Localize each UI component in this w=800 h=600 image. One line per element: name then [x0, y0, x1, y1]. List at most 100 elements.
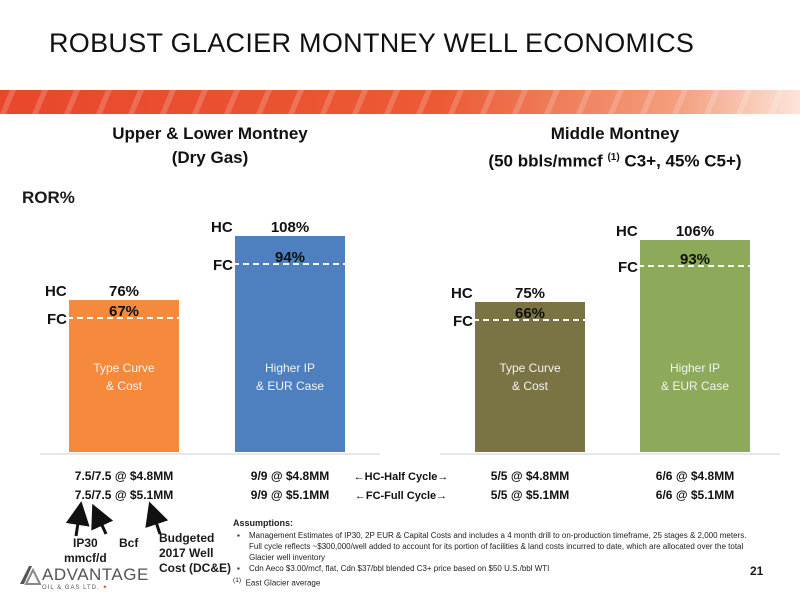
ip30-label-line1: IP30 — [73, 536, 98, 550]
company-logo: ADVANTAGE OIL & GAS LTD. ✦ — [18, 564, 149, 591]
logo-subtitle-text: OIL & GAS LTD. — [42, 585, 100, 591]
half-cycle-row-label: ←HC-Half Cycle→ — [354, 471, 449, 483]
middle-montney-column-title: Middle Montney (50 bbls/mmcf (1) C3+, 45… — [465, 122, 765, 174]
banner-stripe — [608, 90, 624, 114]
logo-wordmark: ADVANTAGE — [42, 565, 149, 584]
full-cycle-cost: 9/9 @ $5.1MM — [251, 488, 329, 502]
bar — [235, 236, 345, 452]
budget-label-line1: Budgeted — [159, 531, 215, 545]
middle-montney-title-pre: (50 bbls/mmcf — [488, 151, 608, 171]
banner-stripe — [704, 90, 720, 114]
banner-stripe — [32, 90, 48, 114]
hc-value-label: 106% — [676, 223, 714, 240]
fc-value-label: 66% — [515, 305, 545, 322]
bar-category-label: & EUR Case — [661, 379, 729, 393]
banner-stripe — [0, 90, 16, 114]
page-number: 21 — [750, 564, 764, 578]
logo-mark-icon — [20, 566, 42, 585]
logo-subtitle: OIL & GAS LTD. ✦ — [42, 584, 149, 591]
bcf-arrow — [91, 503, 114, 535]
hc-value-label: 76% — [109, 283, 139, 300]
slide-title: ROBUST GLACIER MONTNEY WELL ECONOMICS — [49, 28, 695, 58]
fc-label: FC — [47, 311, 67, 328]
banner-stripe — [256, 90, 272, 114]
bar-category-label: Type Curve — [499, 361, 561, 375]
middle-montney-title-line2: (50 bbls/mmcf (1) C3+, 45% C5+) — [465, 146, 765, 174]
banner-stripe — [736, 90, 752, 114]
half-cycle-cost: 9/9 @ $4.8MM — [251, 469, 329, 483]
banner-stripe — [576, 90, 592, 114]
bar-category-label: & Cost — [106, 379, 143, 393]
fc-label: FC — [618, 259, 638, 276]
budget-label-line3: Cost (DC&E) — [159, 561, 231, 575]
fc-label: FC — [213, 257, 233, 274]
banner-stripe — [512, 90, 528, 114]
banner-stripe — [384, 90, 400, 114]
banner-stripe — [288, 90, 304, 114]
footnote-mark: (1) — [233, 577, 242, 584]
banner-stripe — [96, 90, 112, 114]
banner-stripe — [160, 90, 176, 114]
maple-leaf-icon: ✦ — [102, 585, 109, 591]
bar-category-label: Higher IP — [265, 361, 315, 375]
full-cycle-cost: 5/5 @ $5.1MM — [491, 488, 569, 502]
bar-category-label: Higher IP — [670, 361, 720, 375]
banner-stripe — [224, 90, 240, 114]
half-cycle-cost: 6/6 @ $4.8MM — [656, 469, 734, 483]
hc-value-label: 108% — [271, 219, 309, 236]
assumptions-block: Assumptions: Management Estimates of IP3… — [233, 518, 753, 589]
hc-label: HC — [616, 223, 638, 240]
banner-stripe — [768, 90, 784, 114]
fc-value-label: 67% — [109, 303, 139, 320]
footnote-text: East Glacier average — [245, 578, 321, 588]
banner-stripe — [320, 90, 336, 114]
hc-label: HC — [45, 283, 67, 300]
budget-arrow — [145, 501, 169, 535]
banner-stripe — [480, 90, 496, 114]
half-cycle-cost: 5/5 @ $4.8MM — [491, 469, 569, 483]
assumptions-footnote: (1) East Glacier average — [233, 575, 753, 589]
hc-label: HC — [211, 219, 233, 236]
full-cycle-cost: 7.5/7.5 @ $5.1MM — [75, 488, 173, 502]
banner-stripe — [128, 90, 144, 114]
budget-label: Budgeted 2017 Well Cost (DC&E) — [159, 531, 231, 576]
bar-category-label: & EUR Case — [256, 379, 324, 393]
footnote-marker: (1) — [607, 152, 620, 163]
assumptions-heading: Assumptions: — [233, 518, 294, 528]
ip30-arrow — [65, 501, 90, 537]
banner-stripe — [416, 90, 432, 114]
fc-label: FC — [453, 313, 473, 330]
banner-stripe — [352, 90, 368, 114]
assumption-item: Cdn Aeco $3.00/mcf, flat, Cdn $37/bbl bl… — [237, 563, 753, 574]
banner-stripe — [448, 90, 464, 114]
full-cycle-row-label: ←FC-Full Cycle→ — [355, 490, 447, 502]
banner-stripe — [672, 90, 688, 114]
banner-stripe — [64, 90, 80, 114]
decorative-banner — [0, 90, 800, 114]
dry-gas-column-title: Upper & Lower Montney (Dry Gas) — [105, 122, 315, 170]
ip30-label-line2: mmcf/d — [64, 551, 107, 565]
legend-arrows — [65, 501, 169, 537]
bcf-label: Bcf — [119, 536, 139, 550]
middle-montney-title-post: C3+, 45% C5+) — [619, 151, 742, 171]
full-cycle-cost: 6/6 @ $5.1MM — [656, 488, 734, 502]
ror-axis-label: ROR% — [22, 188, 75, 207]
bar — [69, 300, 179, 452]
banner-stripe — [544, 90, 560, 114]
bar-category-label: Type Curve — [93, 361, 155, 375]
assumptions-list: Management Estimates of IP30, 2P EUR & C… — [233, 530, 753, 574]
middle-montney-title-line1: Middle Montney — [550, 124, 680, 143]
fc-value-label: 93% — [680, 251, 710, 268]
assumption-item: Management Estimates of IP30, 2P EUR & C… — [237, 530, 753, 563]
banner-stripe — [640, 90, 656, 114]
ror-bar-chart: HC 76% FC 67% Type Curve & Cost 7.5/7.5 @ $4.8… — [40, 219, 780, 502]
half-cycle-cost: 7.5/7.5 @ $4.8MM — [75, 469, 173, 483]
bar — [640, 240, 750, 452]
bar-category-label: & Cost — [512, 379, 549, 393]
dry-gas-title-line1: Upper & Lower Montney — [112, 124, 308, 143]
banner-stripe — [192, 90, 208, 114]
ip30-label: IP30 mmcf/d — [64, 536, 107, 566]
fc-value-label: 94% — [275, 249, 305, 266]
dry-gas-title-line2: (Dry Gas) — [171, 148, 249, 167]
hc-label: HC — [451, 285, 473, 302]
